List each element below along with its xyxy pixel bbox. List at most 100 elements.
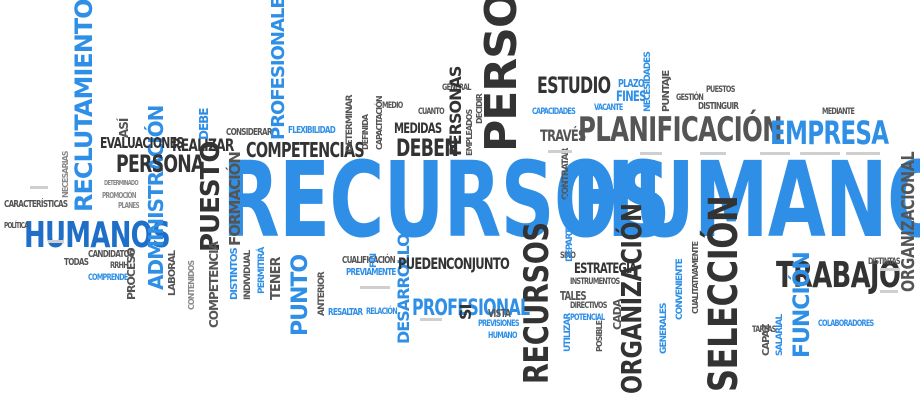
word-medidas: MEDIDAS (394, 121, 442, 137)
word-reclutamiento: RECLUTAMIENTO (70, 0, 98, 212)
word-fines: FINES (616, 89, 646, 105)
word-definida: DEFINIDA (361, 114, 370, 150)
word-laboral: LABORAL (167, 250, 178, 296)
word-humano: HUMANO (488, 331, 517, 341)
word-humanos-main: HUMANOS (572, 139, 920, 261)
word-profesionales: PROFESIONALES (268, 0, 289, 140)
filler-mark (360, 286, 390, 289)
word-general: GENERAL (442, 83, 471, 93)
word-gestion: GESTIÓN (676, 93, 704, 103)
word-fin: FIN (369, 253, 379, 268)
word-posible: POSIBLE (595, 320, 604, 352)
word-competencias: COMPETENCIAS (246, 138, 365, 162)
filler-mark (760, 152, 790, 155)
word-colaboradores: COLABORADORES (818, 319, 874, 329)
word-potencial: POTENCIAL (570, 313, 605, 323)
word-determinado: DETERMINADO (104, 179, 139, 187)
word-planes: PLANES (118, 201, 140, 210)
word-profesional: PROFESIONAL (412, 296, 530, 321)
word-necesarias: NECESARIAS (61, 151, 70, 198)
word-cuanto: CUANTO (418, 107, 445, 117)
word-medio: MEDIO (382, 101, 403, 111)
word-proceso: PROCESO (125, 248, 138, 300)
word-evaluaciones: EVALUACIONES (100, 134, 184, 152)
word-humanos-left: HUMANOS (24, 215, 171, 256)
word-cualitativamente: CUALITATIVAMENTE (691, 241, 700, 314)
word-personas: PERSONAS (446, 66, 465, 156)
word-distinguir: DISTINGUIR (698, 101, 739, 112)
word-formacion: FORMACIÓN (226, 152, 244, 246)
word-contenidos: CONTENIDOS (187, 260, 196, 310)
word-sino: SINO (560, 251, 576, 261)
word-necesidades: NECESIDADES (643, 52, 653, 112)
word-puntaje: PUNTAJE (661, 70, 672, 112)
word-determinar: DETERMINAR (345, 95, 355, 152)
word-todas: TODAS (64, 257, 89, 268)
word-punto: PUNTO (288, 254, 313, 336)
word-debe: DEBE (197, 108, 211, 140)
word-capaz: CAPAZ (761, 324, 772, 356)
word-rrhh: RRHH (110, 261, 129, 271)
word-empleados: EMPLEADOS (465, 109, 474, 156)
word-seleccion: SELECCIÓN (701, 195, 747, 392)
word-recursos-main: RECURSOS (222, 139, 671, 261)
word-asi: ASÍ (117, 118, 131, 138)
word-promocion: PROMOCIÓN (102, 191, 137, 200)
word-cada: CADA (611, 299, 624, 330)
word-instrumentos: INSTRUMENTOS (570, 277, 620, 287)
word-vacante: VACANTE (594, 103, 623, 113)
filler-mark (420, 318, 442, 321)
word-mediante: MEDIANTE (822, 107, 855, 117)
word-considerar: CONSIDERAR (226, 127, 272, 138)
word-puestos: PUESTOS (706, 85, 735, 95)
word-estudio: ESTUDIO (537, 74, 611, 99)
filler-mark (548, 150, 572, 153)
word-pueden: PUEDEN (398, 254, 447, 273)
word-departamento: DEPARTAMENTO (565, 192, 575, 262)
word-previamente: PREVIAMENTE (346, 267, 396, 278)
filler-mark (880, 268, 900, 271)
word-conjunto: CONJUNTO (446, 254, 510, 273)
word-directivos: DIRECTIVOS (570, 301, 607, 311)
word-deben: DEBEN (396, 134, 459, 162)
word-si: SI (456, 304, 475, 320)
word-individual: INDIVIDUAL (243, 250, 253, 300)
word-utilizar: UTILIZAR (563, 313, 573, 352)
word-plazo: PLAZO (618, 77, 645, 90)
word-traves: TRAVÉS (540, 126, 586, 145)
word-flexibilidad: FLEXIBILIDAD (288, 125, 336, 136)
word-comprende: COMPRENDE (88, 273, 128, 283)
word-distintos: DISTINTOS (229, 248, 240, 300)
word-planificacion: PLANIFICACIÓN (578, 110, 783, 150)
word-competencia: COMPETENCIA (207, 242, 221, 328)
word-distintas: DISTINTAS (868, 257, 901, 267)
filler-mark (800, 152, 840, 155)
word-personal: PERSONAL (476, 0, 527, 152)
word-politica: POLÍTICA (4, 221, 29, 230)
word-candidatos: CANDIDATOS (88, 249, 134, 260)
word-trabajo: TRABAJO (776, 255, 901, 296)
word-tareas: TAREAS (752, 325, 776, 335)
word-funcion: FUNCIÓN (790, 252, 815, 358)
word-cualificacion: CUALIFICACIÓN (342, 255, 396, 266)
filler-mark (640, 152, 662, 155)
filler-mark (700, 152, 726, 155)
word-convenientes: CONVENIENTE (675, 259, 685, 320)
word-permitira: PERMITIRÁ (257, 247, 267, 294)
word-tener: TENER (269, 257, 284, 300)
word-organizacional: ORGANIZACIONAL (898, 151, 919, 292)
word-persona: PERSONA (116, 150, 204, 178)
word-capacidades: CAPACIDADES (532, 107, 576, 117)
filler-mark (880, 290, 898, 293)
filler-mark (48, 240, 64, 243)
word-previsiones: PREVISIONES (478, 319, 519, 329)
word-resaltar: RESALTAR (328, 307, 363, 318)
word-anterior: ANTERIOR (317, 272, 327, 316)
word-vista: VISTA (488, 307, 511, 320)
word-tales: TALES (560, 289, 587, 303)
word-decidir: DECIDIR (475, 94, 484, 124)
word-puesto: PUESTO (196, 141, 226, 253)
word-estrategia: ESTRATEGIA (574, 261, 637, 277)
word-caracteristicas: CARACTERÍSTICAS (4, 199, 68, 210)
word-salarial: SALARIAL (775, 314, 785, 356)
